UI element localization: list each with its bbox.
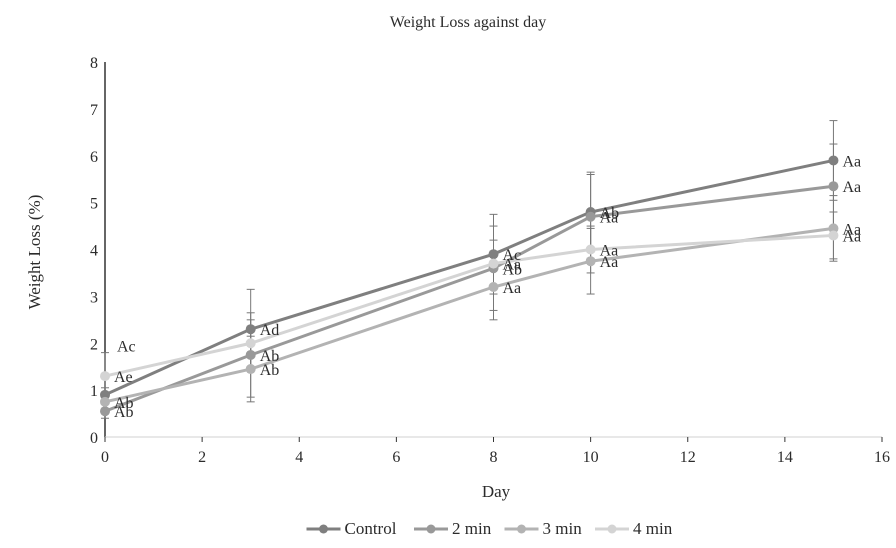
series-line-4-min bbox=[104, 233, 834, 378]
y-tick-label: 1 bbox=[90, 383, 98, 400]
x-axis-label: Day bbox=[482, 482, 511, 501]
legend-marker bbox=[426, 524, 436, 534]
data-point-control bbox=[488, 249, 499, 260]
x-tick-label: 12 bbox=[680, 449, 696, 466]
data-point-3-min bbox=[488, 282, 499, 292]
data-point-4-min bbox=[245, 338, 256, 349]
data-point-2-min bbox=[828, 181, 839, 192]
data-label-2-min: Ab bbox=[503, 261, 523, 278]
series-lines bbox=[100, 155, 839, 417]
legend-marker bbox=[607, 524, 617, 534]
data-point-3-min bbox=[100, 396, 110, 407]
data-label-2-min: Aa bbox=[842, 179, 861, 196]
data-label-4-min: Aa bbox=[600, 243, 619, 260]
data-point-control bbox=[245, 324, 256, 335]
data-label-3-min: Aa bbox=[600, 254, 619, 271]
legend-label: Control bbox=[345, 519, 397, 538]
data-point-2-min bbox=[585, 211, 596, 222]
x-tick-label: 4 bbox=[295, 449, 303, 466]
data-point-4-min bbox=[100, 371, 110, 382]
data-label-2-min: Aa bbox=[600, 210, 619, 227]
data-point-2-min bbox=[245, 349, 256, 360]
legend-item-control: Control bbox=[306, 519, 397, 538]
legend-item-4-min: 4 min bbox=[595, 519, 673, 538]
data-label-4-min: Ae bbox=[114, 369, 133, 386]
x-tick-label: 10 bbox=[583, 449, 599, 466]
legend-label: 4 min bbox=[633, 519, 673, 538]
legend-label: 3 min bbox=[543, 519, 583, 538]
legend-label: 2 min bbox=[452, 519, 492, 538]
data-label-2-min: Ab bbox=[114, 404, 134, 421]
data-label-control: Ac bbox=[503, 247, 522, 264]
x-tick-label: 2 bbox=[198, 449, 206, 466]
legend-item-2-min: 2 min bbox=[414, 519, 492, 538]
annotation-label: Ac bbox=[117, 339, 136, 356]
x-tick-label: 16 bbox=[874, 449, 890, 466]
data-point-control bbox=[100, 389, 110, 400]
data-label-2-min: Ab bbox=[260, 348, 280, 365]
legend: Control 2 min 3 min 4 min bbox=[306, 519, 673, 538]
x-tick-label: 6 bbox=[392, 449, 400, 466]
data-point-4-min bbox=[585, 244, 596, 255]
data-point-4-min bbox=[828, 230, 839, 241]
data-label-control: Aa bbox=[842, 153, 861, 170]
data-label-3-min: Aa bbox=[842, 221, 861, 238]
data-point-3-min bbox=[828, 223, 839, 234]
y-tick-label: 3 bbox=[90, 289, 98, 306]
y-tick-label: 4 bbox=[90, 243, 98, 260]
y-tick-label: 0 bbox=[90, 430, 98, 447]
y-tick-label: 2 bbox=[90, 336, 98, 353]
data-point-control bbox=[828, 155, 839, 166]
data-label-3-min: Ab bbox=[114, 395, 134, 412]
data-label-3-min: Ab bbox=[260, 362, 280, 379]
data-label-control: Ad bbox=[260, 322, 280, 339]
legend-marker bbox=[517, 524, 526, 534]
y-tick-label: 7 bbox=[90, 102, 98, 119]
data-label-3-min: Aa bbox=[503, 280, 522, 297]
x-tick-label: 0 bbox=[101, 449, 109, 466]
data-point-3-min bbox=[245, 364, 256, 375]
y-axis-label: Weight Loss (%) bbox=[25, 195, 44, 310]
data-label-4-min: Aa bbox=[842, 228, 861, 245]
series-line-3-min bbox=[104, 226, 834, 404]
legend-item-3-min: 3 min bbox=[504, 519, 583, 538]
data-point-4-min bbox=[488, 258, 499, 269]
data-label-4-min: Aa bbox=[503, 257, 522, 274]
chart-title: Weight Loss against day bbox=[390, 14, 546, 31]
data-label-control: Ab bbox=[600, 205, 620, 222]
data-point-2-min bbox=[100, 406, 110, 417]
y-tick-label: 8 bbox=[90, 55, 98, 72]
y-tick-label: 5 bbox=[90, 196, 98, 213]
data-point-3-min bbox=[585, 256, 596, 267]
x-tick-label: 14 bbox=[777, 449, 793, 466]
x-tick-label: 8 bbox=[490, 449, 498, 466]
y-tick-label: 6 bbox=[90, 149, 98, 166]
legend-marker bbox=[319, 524, 328, 534]
error-bars bbox=[101, 120, 838, 419]
